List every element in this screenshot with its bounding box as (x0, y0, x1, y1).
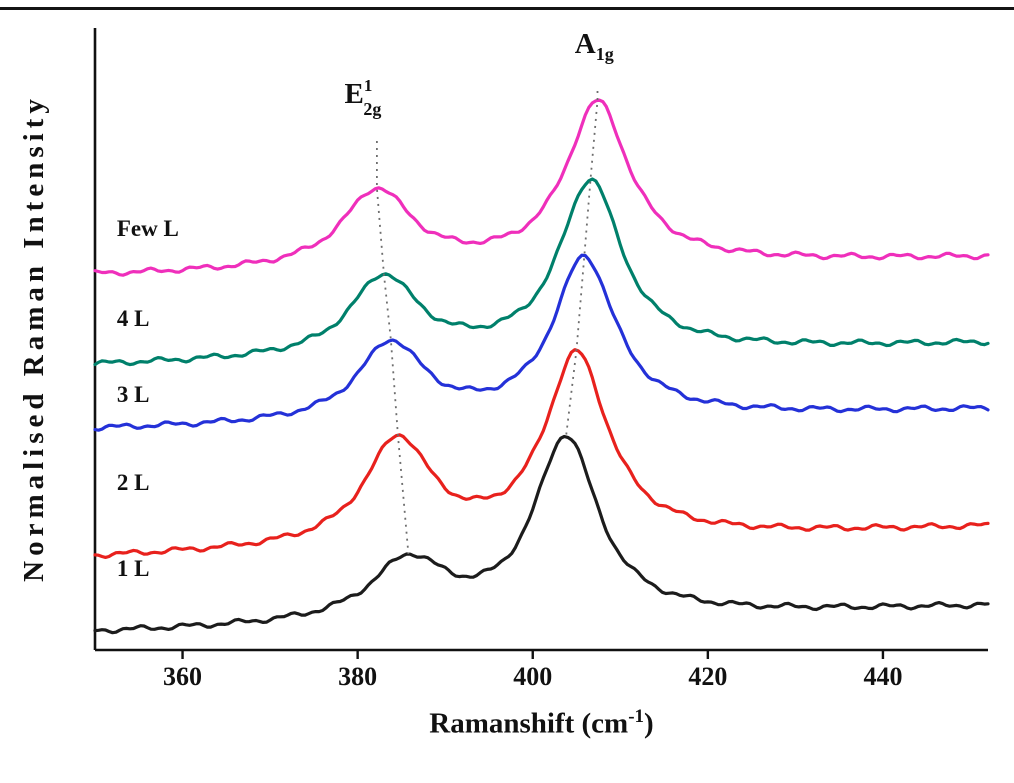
x-axis-label-sup: -1 (628, 706, 645, 727)
curve-label-fewl: Few L (117, 216, 179, 241)
curve-label-1l: 1 L (117, 556, 150, 581)
top-rule (0, 7, 1014, 10)
x-axis-label-end: ) (644, 707, 654, 740)
spectrum-4l (93, 177, 990, 367)
curve-label-4l: 4 L (117, 306, 150, 331)
spectrum-3l (93, 253, 990, 432)
x-tick-label: 360 (163, 662, 202, 691)
curve-label-2l: 2 L (117, 470, 150, 495)
peak-label-e2g: E1 2g (345, 76, 382, 119)
x-tick-label: 440 (863, 662, 902, 691)
spectrum-2l (93, 348, 990, 559)
peak-label-a1g: A1g (575, 28, 614, 64)
y-axis-label: Normalised Raman Intensity (18, 94, 50, 582)
x-tick-label: 400 (513, 662, 552, 691)
spectrum-fewl (93, 98, 990, 277)
x-tick-label: 380 (338, 662, 377, 691)
spectrum-1l (93, 434, 990, 635)
x-axis-label-base: Ramanshift (cm (429, 707, 629, 740)
x-axis-ticks: 360 380 400 420 440 (163, 650, 902, 691)
x-tick-label: 420 (688, 662, 727, 691)
curve-label-3l: 3 L (117, 382, 150, 407)
peak-guide-a1g (565, 91, 599, 437)
x-axis-label: Ramanshift (cm-1) (95, 706, 988, 741)
spectra-curves: 1 L 2 L 3 L 4 L Few L (93, 98, 990, 635)
